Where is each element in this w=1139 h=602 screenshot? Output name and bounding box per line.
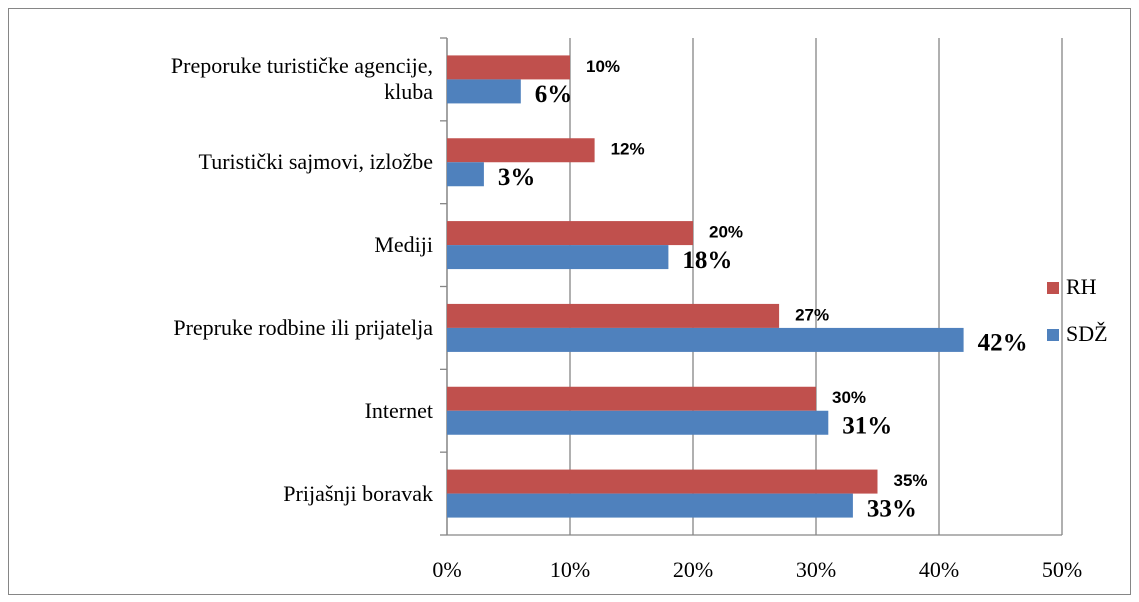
value-label: 30% bbox=[832, 388, 866, 407]
y-tick-label: Preporuke turističke agencije, kluba bbox=[170, 53, 433, 105]
chart-border bbox=[8, 8, 1131, 595]
bar bbox=[447, 386, 816, 411]
bar bbox=[447, 303, 780, 328]
x-tick-label: 20% bbox=[673, 557, 713, 582]
x-tick-label: 30% bbox=[796, 557, 836, 582]
bar bbox=[447, 55, 570, 80]
bar bbox=[447, 162, 484, 187]
y-tick-label: Prijašnji boravak bbox=[283, 480, 433, 506]
value-label: 42% bbox=[978, 330, 1028, 357]
value-label: 20% bbox=[709, 223, 743, 242]
legend-label: SDŽ bbox=[1066, 321, 1108, 346]
value-label: 31% bbox=[842, 412, 892, 439]
value-label: 27% bbox=[795, 305, 829, 324]
bar bbox=[447, 410, 829, 435]
legend-swatch bbox=[1047, 282, 1059, 294]
y-tick-label: Mediji bbox=[374, 232, 433, 258]
value-label: 33% bbox=[867, 495, 917, 522]
value-label: 3% bbox=[498, 164, 536, 191]
bar bbox=[447, 327, 964, 352]
bar bbox=[447, 493, 853, 518]
value-label: 10% bbox=[586, 57, 620, 76]
value-label: 6% bbox=[535, 81, 573, 108]
y-tick-label: Prepruke rodbine ili prijatelja bbox=[173, 314, 433, 340]
bar bbox=[447, 469, 878, 494]
y-tick-label: Internet bbox=[364, 397, 433, 423]
x-tick-label: 50% bbox=[1042, 557, 1082, 582]
bar bbox=[447, 245, 669, 270]
bar bbox=[447, 79, 521, 104]
bar bbox=[447, 138, 595, 163]
value-label: 18% bbox=[682, 247, 732, 274]
y-tick-label: Turistički sajmovi, izložbe bbox=[198, 149, 433, 175]
x-tick-label: 10% bbox=[550, 557, 590, 582]
legend-label: RH bbox=[1066, 274, 1097, 299]
x-tick-label: 40% bbox=[919, 557, 959, 582]
bar bbox=[447, 221, 693, 246]
value-label: 35% bbox=[894, 471, 928, 490]
x-tick-label: 0% bbox=[432, 557, 461, 582]
legend-swatch bbox=[1047, 329, 1059, 341]
value-label: 12% bbox=[611, 140, 645, 159]
